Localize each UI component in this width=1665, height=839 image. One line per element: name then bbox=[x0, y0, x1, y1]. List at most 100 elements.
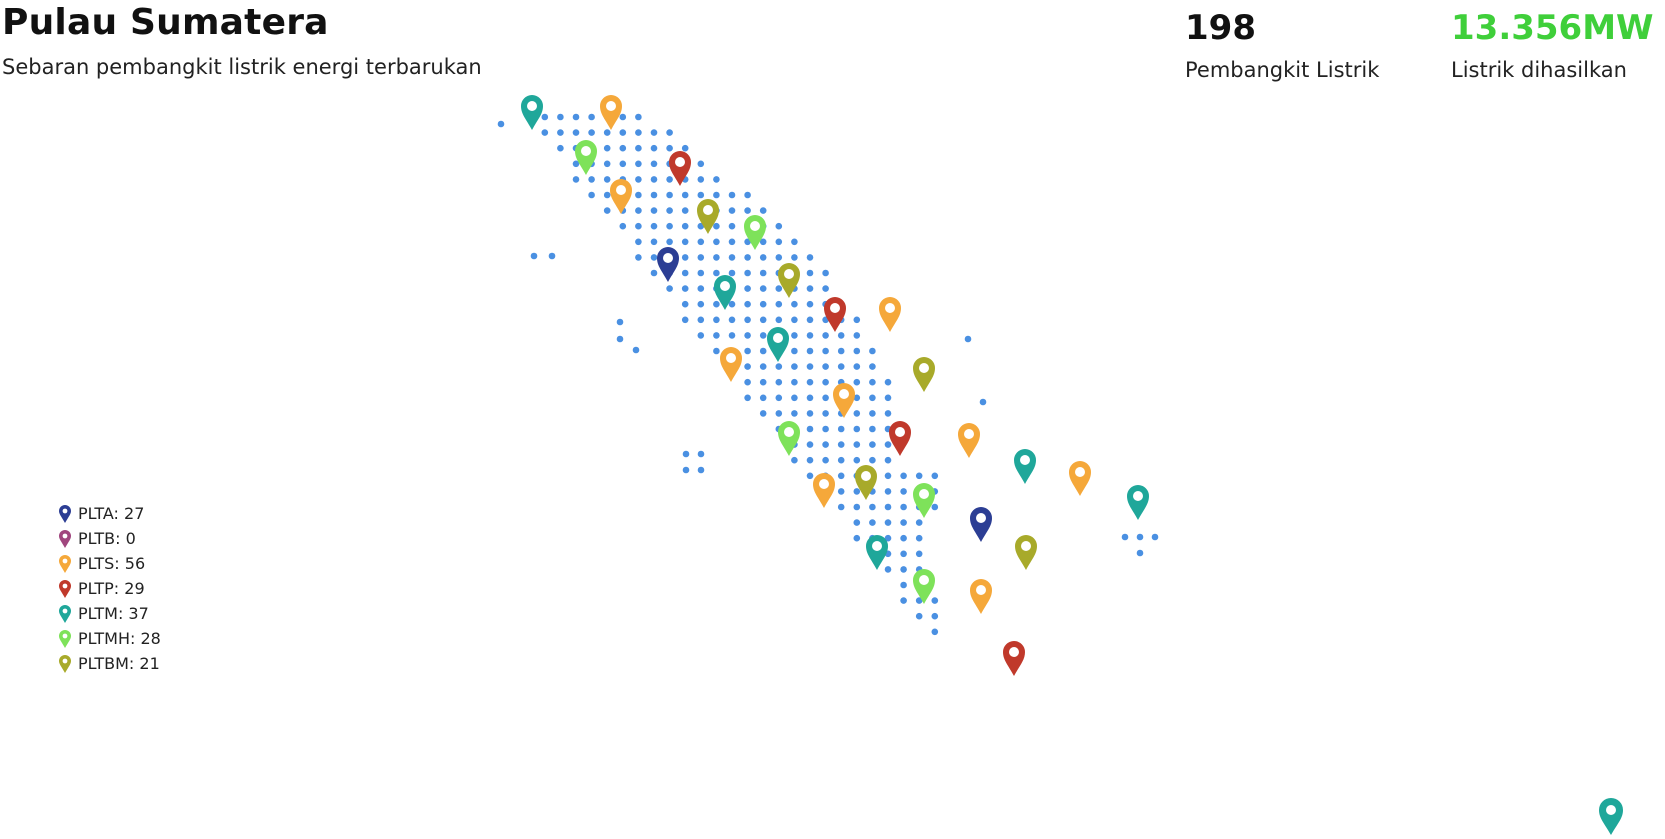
map-dot bbox=[915, 519, 923, 526]
map-marker-pltm[interactable] bbox=[866, 535, 888, 570]
legend-item-plts[interactable]: PLTS: 56 bbox=[58, 551, 161, 576]
map-marker-pltm[interactable] bbox=[767, 327, 789, 362]
legend-item-pltm[interactable]: PLTM: 37 bbox=[58, 601, 161, 626]
map-dot bbox=[775, 378, 783, 386]
legend-item-pltp[interactable]: PLTP: 29 bbox=[58, 576, 161, 601]
map-marker-pltp[interactable] bbox=[889, 421, 911, 456]
map-dot bbox=[728, 207, 736, 214]
map-dot bbox=[791, 238, 798, 246]
map-dot bbox=[635, 113, 642, 121]
map-dot bbox=[697, 238, 705, 246]
map-dot bbox=[900, 550, 907, 558]
map-dot bbox=[588, 176, 595, 183]
map-marker-pltm[interactable] bbox=[714, 275, 736, 310]
map-pin-icon bbox=[59, 629, 71, 648]
map-marker-plts[interactable] bbox=[1069, 461, 1091, 496]
map-dot bbox=[775, 238, 783, 246]
map-marker-pltmh[interactable] bbox=[778, 421, 800, 456]
map-marker-plts[interactable] bbox=[610, 179, 632, 214]
map-marker-plts[interactable] bbox=[833, 383, 855, 418]
map-dot bbox=[806, 378, 814, 386]
map-pin-icon[interactable] bbox=[1598, 798, 1624, 836]
plant-count-label: Pembangkit Listrik bbox=[1185, 58, 1380, 82]
map-dot bbox=[806, 410, 814, 417]
map-dot bbox=[759, 316, 767, 324]
map-dot bbox=[744, 207, 751, 214]
map-dot bbox=[837, 425, 845, 433]
map-dot bbox=[603, 176, 611, 183]
map-dot bbox=[588, 191, 595, 199]
map-dot bbox=[806, 456, 814, 464]
map-dot bbox=[853, 441, 861, 448]
map-marker-pltm[interactable] bbox=[1127, 485, 1149, 520]
map-dot bbox=[869, 378, 876, 386]
map-marker-plts[interactable] bbox=[958, 423, 980, 458]
map-pin-icon bbox=[59, 604, 71, 623]
map-dot bbox=[744, 191, 751, 199]
map-dot bbox=[635, 254, 642, 261]
legend-item-pltb[interactable]: PLTB: 0 bbox=[58, 526, 161, 551]
map-dot bbox=[837, 488, 845, 495]
map-marker-pltm[interactable] bbox=[1014, 449, 1036, 484]
map-dot bbox=[806, 316, 814, 324]
map-dot bbox=[853, 456, 861, 464]
map-marker-plts[interactable] bbox=[600, 95, 622, 130]
map-dot bbox=[681, 238, 689, 246]
map-dot bbox=[744, 378, 751, 386]
map-dot bbox=[900, 472, 907, 480]
map-dot bbox=[541, 129, 549, 136]
map-dot bbox=[744, 316, 751, 324]
power-output-value: 13.356MW bbox=[1451, 8, 1654, 48]
map-dot bbox=[697, 176, 705, 183]
map-dot bbox=[1136, 533, 1144, 541]
map-marker-pltp[interactable] bbox=[1003, 641, 1025, 676]
map-marker-pltmh[interactable] bbox=[913, 483, 935, 518]
map-marker-pltp[interactable] bbox=[669, 151, 691, 186]
map-marker-pltp[interactable] bbox=[824, 297, 846, 332]
map-marker-pltmh[interactable] bbox=[913, 569, 935, 604]
map-marker-plts[interactable] bbox=[720, 347, 742, 382]
map-marker-plta[interactable] bbox=[970, 507, 992, 542]
map-marker-plts[interactable] bbox=[879, 297, 901, 332]
map-dot bbox=[744, 285, 751, 292]
legend-item-pltmh[interactable]: PLTMH: 28 bbox=[58, 626, 161, 651]
map-dot bbox=[837, 456, 845, 464]
map-dot bbox=[791, 254, 798, 261]
map-dot bbox=[681, 207, 689, 214]
map-marker-pltbm[interactable] bbox=[855, 465, 877, 500]
page-subtitle: Sebaran pembangkit listrik energi terbar… bbox=[2, 55, 482, 79]
map-dot bbox=[869, 410, 876, 417]
map-dot bbox=[697, 316, 705, 324]
map-marker-pltmh[interactable] bbox=[575, 140, 597, 175]
map-dot bbox=[557, 144, 564, 152]
map-marker-pltbm[interactable] bbox=[778, 263, 800, 298]
map-dot bbox=[682, 450, 690, 458]
legend-item-plta[interactable]: PLTA: 27 bbox=[58, 501, 161, 526]
map-marker-pltbm[interactable] bbox=[913, 357, 935, 392]
map-marker-pltbm[interactable] bbox=[1015, 535, 1037, 570]
map-dot bbox=[869, 519, 876, 526]
map-marker-plta[interactable] bbox=[657, 247, 679, 282]
map-dot bbox=[759, 410, 767, 417]
map-dot bbox=[650, 207, 658, 214]
legend-item-pltbm[interactable]: PLTBM: 21 bbox=[58, 651, 161, 676]
map-marker-plts[interactable] bbox=[813, 473, 835, 508]
map-dot bbox=[822, 410, 829, 417]
map-marker-pltm[interactable] bbox=[521, 95, 543, 130]
map-marker-pltbm[interactable] bbox=[697, 199, 719, 234]
page-title: Pulau Sumatera bbox=[2, 2, 329, 43]
map-dot bbox=[588, 113, 595, 121]
map-pin-icon bbox=[59, 579, 71, 598]
map-dot bbox=[650, 144, 658, 152]
map-dot bbox=[806, 347, 814, 355]
map-dot bbox=[713, 300, 720, 308]
power-output-label: Listrik dihasilkan bbox=[1451, 58, 1627, 82]
map-marker-pltmh[interactable] bbox=[744, 215, 766, 250]
map-dot bbox=[853, 332, 861, 339]
map-dot bbox=[884, 519, 892, 526]
map-marker-plts[interactable] bbox=[970, 579, 992, 614]
map-dot bbox=[666, 285, 673, 292]
map-pin-icon bbox=[59, 529, 71, 548]
map-dot bbox=[744, 254, 751, 261]
